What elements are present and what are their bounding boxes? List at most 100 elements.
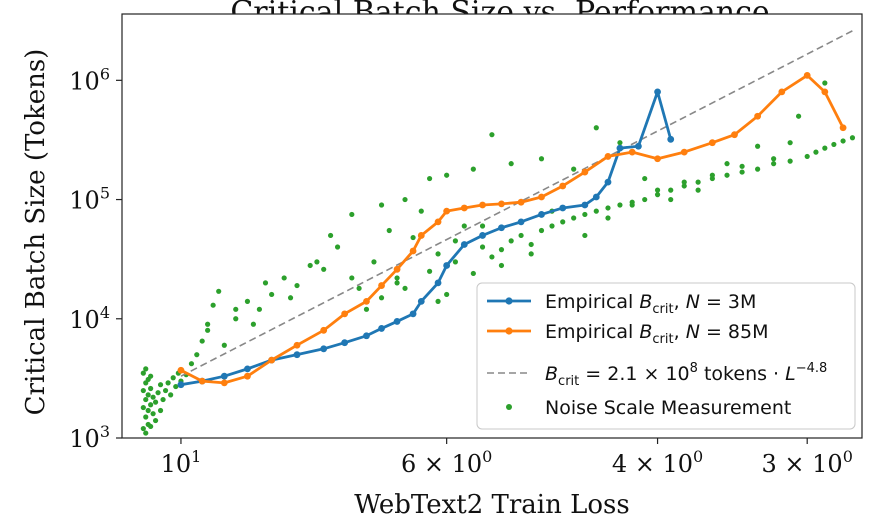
series-point-n3m [517,218,525,226]
noise-scale-point [233,316,239,322]
noise-scale-point [560,219,566,225]
noise-scale-point [378,202,385,208]
noise-scale-point [668,196,674,203]
noise-scale-point [145,407,151,414]
noise-scale-point [205,327,211,333]
noise-scale-point [755,143,761,149]
series-point-n85m [409,247,417,255]
noise-scale-point [724,161,730,167]
series-point-n3m [592,193,600,201]
noise-scale-point [582,232,588,239]
noise-scale-point [287,295,294,301]
noise-scale-point [244,298,251,304]
noise-scale-point [402,285,408,291]
noise-scale-point [194,352,200,358]
noise-scale-point [605,215,611,221]
series-point-n85m [320,326,328,334]
noise-scale-point [593,125,599,131]
noise-scale-point [210,302,216,308]
noise-scale-point [771,156,777,162]
noise-scale-point [402,196,408,203]
series-point-n3m [378,325,385,332]
series-point-n85m [293,341,301,349]
legend-label-3: Noise Scale Measurement [545,397,791,419]
noise-scale-point [152,417,159,424]
noise-scale-point [739,169,745,175]
noise-scale-point [170,375,176,381]
series-point-n3m [667,135,675,143]
noise-scale-point [140,425,146,432]
noise-scale-point [681,183,687,189]
series-point-n85m [581,168,589,176]
noise-scale-point [371,259,377,265]
series-point-n85m [731,131,738,139]
noise-scale-point [470,166,476,172]
noise-scale-point [173,383,179,390]
noise-scale-point [233,306,239,312]
noise-scale-point [168,392,174,398]
noise-scale-point [668,187,674,193]
noise-scale-point [250,321,256,327]
noise-scale-point [771,161,777,167]
series-point-n85m [460,204,468,212]
noise-scale-point [528,251,534,257]
noise-scale-point [709,172,715,178]
legend-key-0-marker [505,297,513,305]
noise-scale-point [349,211,355,218]
y-tick-label: 106 [69,64,110,95]
noise-scale-point [605,205,611,211]
x-tick-label: 101 [161,447,202,478]
series-point-n85m [417,232,425,239]
noise-scale-point [681,179,687,185]
noise-scale-point [822,80,828,86]
x-tick-label: 4 × 100 [612,447,703,478]
noise-scale-point [205,321,211,327]
legend-label-1: Empirical Bcrit, N = 85M [545,321,769,347]
noise-scale-point [724,172,730,178]
noise-scale-point [221,342,227,348]
noise-scale-point [755,166,761,172]
noise-scale-point [479,244,486,250]
noise-scale-point [444,172,450,178]
y-axis-label: Critical Batch Size (Tokens) [21,49,51,416]
noise-scale-point [435,251,441,257]
noise-scale-point [165,380,171,386]
series-point-n85m [443,207,451,215]
noise-scale-point [498,247,505,253]
series-point-n85m [680,148,688,156]
series-point-n85m [559,182,567,190]
noise-scale-point [508,161,514,167]
series-point-n85m [378,282,385,289]
series-point-n3m [538,211,545,218]
x-axis-label: WebText2 Train Loss [354,490,629,520]
noise-scale-point [152,399,159,405]
noise-scale-point [199,338,205,344]
noise-scale-point [334,244,341,250]
noise-scale-point [617,202,623,208]
series-point-n85m [708,139,716,147]
noise-scale-point [470,270,476,277]
noise-scale-point [162,387,169,394]
axis-ticks: 101 6 × 100 4 × 100 3 × 100 103 104 105 106 [69,64,853,478]
noise-scale-point [538,227,545,234]
series-point-n3m [320,345,328,353]
noise-scale-point [549,223,555,229]
noise-scale-point [188,361,195,367]
series-point-n3m [616,144,624,152]
noise-scale-point [269,291,275,298]
series-point-n3m [341,339,349,347]
noise-scale-point [321,266,327,272]
noise-scale-point [143,430,149,436]
noise-scale-point [538,156,545,162]
noise-scale-point [813,149,819,155]
series-point-n85m [393,265,401,273]
series-point-n3m [460,241,468,248]
noise-scale-point [822,145,828,151]
x-tick-label: 6 × 100 [401,447,492,478]
noise-scale-point [452,259,458,265]
noise-scale-point [479,223,486,229]
noise-scale-point [849,135,856,141]
series-point-n3m [635,142,642,150]
series-point-n85m [177,366,185,374]
